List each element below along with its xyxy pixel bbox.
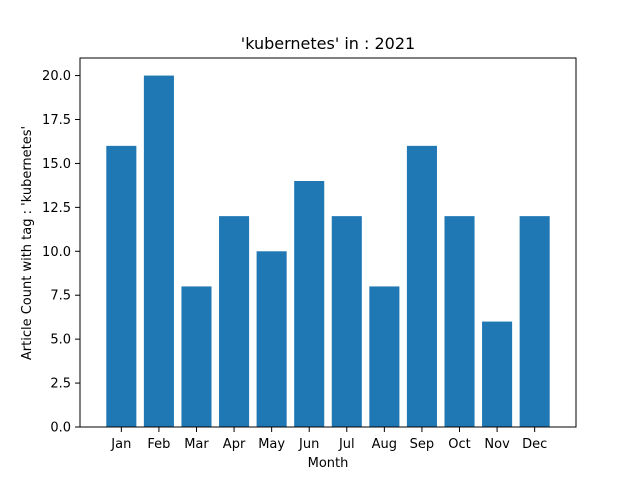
y-axis-label: Article Count with tag : 'kubernetes' [20, 126, 35, 360]
x-tick-label-aug: Aug [372, 437, 397, 452]
y-tick-label: 7.5 [50, 289, 71, 304]
bar-nov [482, 321, 513, 427]
y-tick-label: 0.0 [50, 421, 71, 436]
x-axis-label: Month [308, 456, 349, 471]
x-tick-label-jun: Jun [298, 437, 319, 452]
y-tick-label: 20.0 [42, 69, 71, 84]
bar-sep [406, 145, 437, 427]
bar-jul [331, 216, 362, 427]
x-tick-label-mar: Mar [184, 437, 209, 452]
x-tick-label-dec: Dec [522, 437, 547, 452]
chart-title: 'kubernetes' in : 2021 [241, 34, 415, 53]
bar-may [256, 251, 287, 427]
y-tick-label: 15.0 [42, 157, 71, 172]
bar-jun [294, 181, 325, 427]
y-tick-label: 2.5 [50, 377, 71, 392]
bar-aug [369, 286, 400, 427]
x-tick-label-may: May [258, 437, 285, 452]
y-tick-label: 10.0 [42, 245, 71, 260]
x-tick-label-jan: Jan [110, 437, 131, 452]
bar-feb [143, 75, 174, 428]
y-tick-label: 17.5 [42, 113, 71, 128]
x-tick-label-nov: Nov [484, 437, 510, 452]
y-tick-label: 12.5 [42, 201, 71, 216]
x-tick-label-apr: Apr [223, 437, 246, 452]
bar-apr [219, 216, 250, 427]
x-tick-label-oct: Oct [448, 437, 470, 452]
bar-dec [519, 216, 550, 427]
y-tick-label: 5.0 [50, 333, 71, 348]
bar-jan [106, 145, 137, 427]
x-tick-label-feb: Feb [147, 437, 170, 452]
plot-frame [79, 57, 577, 428]
bars-layer [106, 75, 550, 428]
axes-layer: 0.0 2.5 5.0 7.5 10.0 12.5 15.0 17.5 20.0 Jan Feb Ma… [42, 57, 577, 452]
x-tick-label-jul: Jul [338, 437, 355, 452]
x-tick-label-sep: Sep [410, 437, 435, 452]
bar-mar [181, 286, 212, 427]
bar-oct [444, 216, 475, 427]
